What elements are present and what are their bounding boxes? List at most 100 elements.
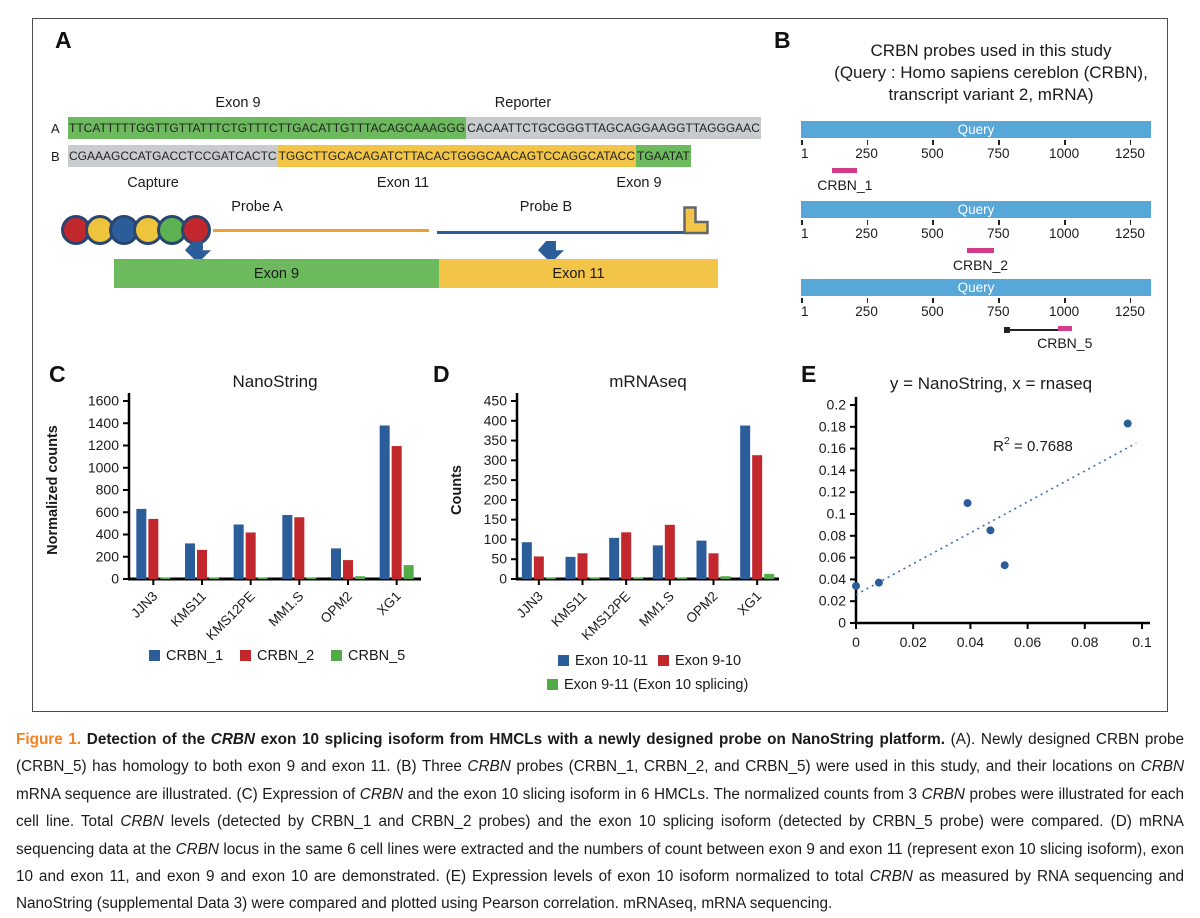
scale-tick <box>932 140 934 145</box>
x-tick-label: 0.02 <box>900 634 927 650</box>
caption-segment: CRBN <box>120 813 164 831</box>
probe-marker <box>832 168 858 173</box>
bar-CRBN_5 <box>257 577 268 579</box>
scale-tick <box>1064 298 1066 303</box>
legend-label: CRBN_2 <box>257 648 314 664</box>
caption-segment: CRBN <box>1140 758 1185 776</box>
y-tick-label: 0 <box>111 571 119 587</box>
chart-title: mRNAseq <box>609 372 686 391</box>
caption-segment: Detection of the <box>86 731 211 748</box>
bar-CRBN_1 <box>282 515 293 579</box>
scatter-point <box>1123 419 1132 428</box>
bar-CRBN_1 <box>331 548 341 579</box>
y-axis-label: Normalized counts <box>45 425 61 555</box>
reporter-label: Reporter <box>494 95 552 111</box>
y-tick-label: 100 <box>484 531 508 547</box>
bar-Exon 10-11 <box>652 545 663 579</box>
scatter-point <box>986 526 995 535</box>
bar-CRBN_2 <box>148 518 159 579</box>
bar-CRBN_1 <box>136 508 147 579</box>
caption-segment: exon 10 splicing isoform from HMCLs with… <box>254 731 945 748</box>
bar-CRBN_2 <box>197 549 207 579</box>
x-category-label: MM1.S <box>636 589 677 630</box>
capture-beads <box>61 215 211 245</box>
scale-tick-label: 500 <box>921 304 944 319</box>
panel-a-label: A <box>55 27 72 53</box>
y-tick-label: 0.04 <box>819 571 846 587</box>
y-tick-label: 0.2 <box>827 397 847 413</box>
bar-CRBN_1 <box>185 543 195 579</box>
query-bar: Query <box>801 279 1151 296</box>
y-tick-label: 1400 <box>88 415 119 431</box>
scale-tick-label: 1250 <box>1114 226 1145 241</box>
scatter-point <box>1000 561 1009 570</box>
y-tick-label: 0 <box>838 615 846 631</box>
bar-CRBN_5 <box>160 577 171 579</box>
y-tick-label: 0.16 <box>819 440 846 456</box>
probe-b-label: Probe B <box>519 199 573 215</box>
scale-tick <box>932 220 934 225</box>
bar-Exon 9-10 <box>533 556 544 579</box>
legend-swatch <box>240 650 251 661</box>
row-b-exon9-sequence: TGAATAT <box>636 145 691 167</box>
row-a-exon9-sequence: TTCATTTTTGGTTGTTATTTCTGTTTCTTGACATTGTTTA… <box>68 117 467 139</box>
bar-Exon 9-10 <box>621 532 632 579</box>
bar-Exon 9-10 <box>752 455 763 579</box>
probe-marker <box>1057 326 1072 331</box>
panel-d-label: D <box>433 361 450 387</box>
exon11-bar-label: Exon 11 <box>552 265 605 282</box>
scale-tick-label: 250 <box>855 146 878 161</box>
caption-segment: Figure 1. <box>16 731 87 748</box>
exon9-mid-label: Exon 9 <box>616 175 662 191</box>
row-b-side-label: B <box>51 148 60 164</box>
probe-a-label: Probe A <box>231 199 283 215</box>
row-b-exon11-sequence: TGGCTTGCACAGATCTTACACTGGGCAACAGTCCAGGCAT… <box>277 145 637 167</box>
bar-CRBN_5 <box>209 577 219 579</box>
nanostring-chart: NanoString Normalized counts 0 200 400 600 800… <box>45 372 421 664</box>
bar-CRBN_5 <box>403 565 414 579</box>
bar-Exon 9-11 (Exon 10 splicing) <box>589 577 600 579</box>
chart-title: y = NanoString, x = rnaseq <box>890 374 1092 393</box>
x-category-label: XG1 <box>735 589 765 619</box>
sequence-row-a: A TTCATTTTTGGTTGTTATTTCTGTTTCTTGACATTGTTT… <box>51 117 761 139</box>
legend-swatch <box>558 655 569 666</box>
panel-e-label: E <box>801 361 817 387</box>
caption-segment: CRBN <box>359 785 404 803</box>
panel-b-label: B <box>774 27 791 53</box>
y-tick-label: 250 <box>484 472 508 488</box>
y-tick-label: 600 <box>96 504 120 520</box>
y-tick-label: 0.08 <box>819 527 846 543</box>
y-tick-label: 1000 <box>88 459 119 475</box>
bar-Exon 9-11 (Exon 10 splicing) <box>720 576 731 579</box>
y-tick-label: 0.18 <box>819 418 846 434</box>
scale-tick <box>998 140 1000 145</box>
scale-tick <box>1064 220 1066 225</box>
legend-label: Exon 9-10 <box>675 653 741 669</box>
row-a-side-label: A <box>51 120 60 136</box>
x-category-label: OPM2 <box>683 589 721 627</box>
capture-label: Capture <box>127 175 179 191</box>
y-tick-label: 200 <box>96 548 120 564</box>
x-category-label: KMS11 <box>168 589 209 630</box>
bar-CRBN_2 <box>245 532 256 579</box>
legend-swatch <box>149 650 160 661</box>
y-tick-label: 0.12 <box>819 484 846 500</box>
correlation-chart: y = NanoString, x = rnaseq 0 0.02 0.04 0.06 0… <box>819 374 1152 650</box>
bar-CRBN_5 <box>306 577 317 579</box>
bar-CRBN_1 <box>233 524 244 579</box>
bar-CRBN_1 <box>379 425 390 579</box>
scale-tick <box>866 220 869 225</box>
y-tick-label: 800 <box>96 482 120 498</box>
legend-label: Exon 10-11 <box>575 653 648 669</box>
scale-tick <box>801 140 803 145</box>
probe-marker <box>966 248 995 253</box>
scale-tick-label: 1 <box>801 146 809 161</box>
query-bar: Query <box>801 121 1151 138</box>
figure-panel-box: A Exon 9 Reporter A TTCATTTTTGGTTGTTATTTC… <box>32 18 1168 712</box>
scale-tick-label: 250 <box>855 226 878 241</box>
trendline <box>855 442 1137 596</box>
caption-segment: levels (detected by CRBN_1 and CRBN_2 pr… <box>16 813 1184 858</box>
caption-segment: CRBN <box>467 758 511 776</box>
caption-segment: mRNA sequence are illustrated. (C) Expre… <box>16 785 360 803</box>
y-tick-label: 400 <box>484 412 508 428</box>
